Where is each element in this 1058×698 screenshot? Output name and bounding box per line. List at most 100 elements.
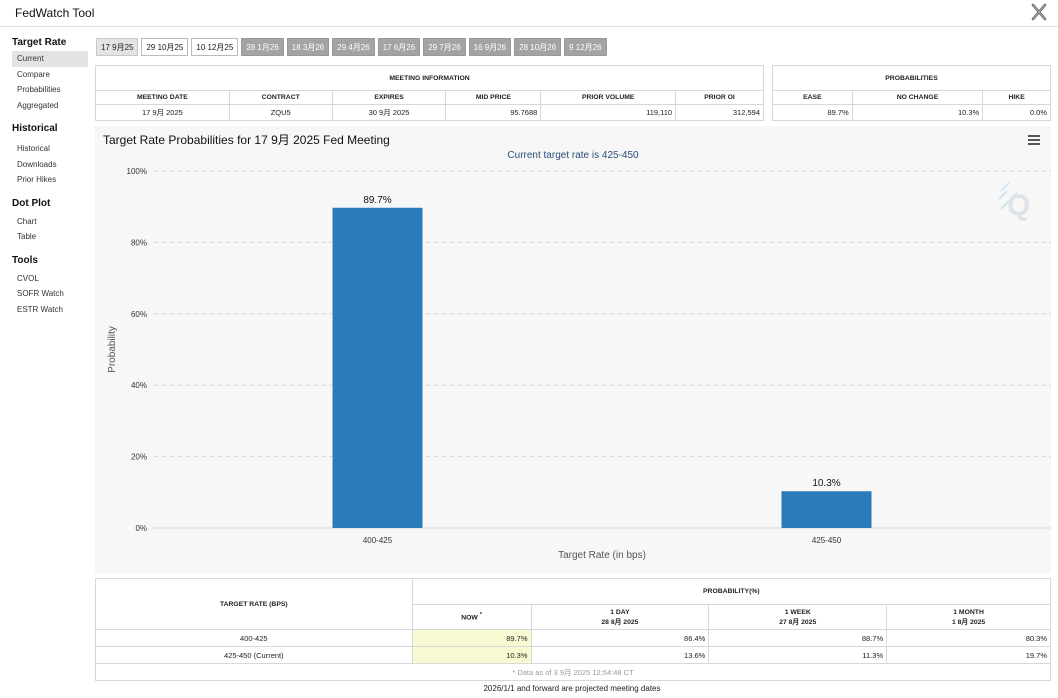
rate-cell: 400-425 — [95, 629, 413, 647]
col-prior-oi: PRIOR OI — [675, 90, 764, 105]
col-prior-volume: PRIOR VOLUME — [540, 90, 677, 105]
sidebar-item-aggregated[interactable]: Aggregated — [17, 100, 59, 110]
bar-value-label: 89.7% — [363, 195, 391, 206]
contract-value: ZQU5 — [228, 104, 333, 121]
sidebar-item-current[interactable]: Current — [12, 51, 88, 67]
table-row: 425-450 (Current) 10.3% 13.6% 11.3% 19.7… — [95, 646, 1051, 664]
y-axis-title: Probability — [107, 326, 118, 373]
sidebar-item-chart[interactable]: Chart — [17, 216, 37, 226]
sidebar: Target Rate Current Compare Probabilitie… — [0, 35, 92, 317]
title-bar: FedWatch Tool — [0, 0, 1058, 27]
week-cell: 88.7% — [708, 629, 888, 647]
chart-title: Target Rate Probabilities for 17 9月 2025… — [103, 133, 390, 147]
chart-subtitle: Current target rate is 425-450 — [507, 150, 639, 161]
data-as-of-note: * Data as of 3 9月 2025 12:54:48 CT — [95, 663, 1051, 681]
chart-panel: Target Rate Probabilities for 17 9月 2025… — [95, 126, 1051, 574]
y-tick-label: 80% — [131, 238, 147, 247]
tab-meeting[interactable]: 29 10月25 — [141, 38, 189, 56]
prior-oi-value: 312,594 — [675, 104, 764, 121]
tab-meeting-projected[interactable]: 16 9月26 — [468, 38, 512, 56]
col-1-week-date: 27 8月 2025 — [779, 618, 817, 626]
tab-meeting-projected[interactable]: 28 10月26 — [514, 38, 562, 56]
col-probability: PROBABILITY(%) — [411, 578, 1052, 605]
sidebar-heading: Dot Plot — [12, 197, 51, 209]
x-tick-label: 400-425 — [363, 536, 393, 545]
meeting-date-tabs: 17 9月25 29 10月25 10 12月25 28 1月26 18 3月2… — [96, 38, 607, 56]
col-now-label: NOW — [461, 614, 478, 622]
col-1-day-date: 28 8月 2025 — [601, 618, 639, 626]
tab-meeting-projected[interactable]: 17 6月26 — [377, 38, 421, 56]
tab-meeting[interactable]: 10 12月25 — [191, 38, 239, 56]
table-row: 400-425 89.7% 86.4% 88.7% 80.3% — [95, 629, 1051, 647]
col-mid-price: MID PRICE — [445, 90, 542, 105]
sidebar-heading: Historical — [12, 123, 58, 134]
footer-note: 2026/1/1 and forward are projected meeti… — [483, 684, 661, 693]
rate-cell: 425-450 (Current) — [95, 646, 413, 664]
sidebar-item-probabilities[interactable]: Probabilities — [17, 85, 61, 94]
chart-menu-icon[interactable] — [1028, 135, 1040, 145]
sidebar-section-dot-plot: Dot Plot Chart Table — [0, 196, 92, 245]
col-1-day: 1 DAY 28 8月 2025 — [530, 604, 710, 630]
tab-meeting-projected[interactable]: 29 7月26 — [423, 38, 466, 56]
y-tick-label: 20% — [131, 453, 147, 462]
sidebar-heading: Target Rate — [12, 37, 67, 48]
sidebar-item-cvol[interactable]: CVOL — [17, 273, 39, 283]
probabilities-title: PROBABILITIES — [772, 65, 1051, 91]
now-cell: 89.7% — [411, 629, 532, 647]
prior-volume-value: 119,110 — [540, 104, 677, 121]
svg-text:Q: Q — [1007, 189, 1030, 222]
week-cell: 11.3% — [708, 646, 888, 664]
bar — [781, 491, 872, 528]
col-1-month-date: 1 8月 2025 — [951, 618, 986, 626]
tab-meeting-projected[interactable]: 28 1月26 — [241, 38, 284, 56]
expires-value: 30 9月 2025 — [331, 104, 447, 121]
tab-meeting-projected[interactable]: 18 3月26 — [286, 38, 330, 56]
col-hike: HIKE — [982, 90, 1051, 105]
bar-chart: Q 0% 20% 40% 60% 80% 100% 89.7% 400-425 10.3% 425… — [107, 167, 1051, 561]
tab-meeting-projected[interactable]: 9 12月26 — [564, 38, 607, 56]
y-tick-label: 40% — [131, 381, 147, 390]
col-1-week: 1 WEEK 27 8月 2025 — [708, 604, 888, 630]
col-now: NOW * — [411, 604, 532, 630]
month-cell: 80.3% — [886, 629, 1051, 647]
col-no-change: NO CHANGE — [851, 90, 984, 105]
x-tick-label: 425-450 — [812, 536, 842, 545]
sidebar-item-sofr-watch[interactable]: SOFR Watch — [17, 289, 64, 298]
meeting-date-value: 17 9月 2025 — [95, 104, 230, 121]
month-cell: 19.7% — [886, 646, 1051, 664]
col-1-week-label: 1 WEEK — [784, 608, 811, 616]
sidebar-section-tools: Tools CVOL SOFR Watch ESTR Watch — [0, 253, 92, 318]
col-meeting-date: MEETING DATE — [95, 90, 230, 105]
probabilities-table: PROBABILITIES EASE NO CHANGE HIKE 89.7% … — [772, 65, 1051, 121]
col-contract: CONTRACT — [228, 90, 333, 105]
bar-value-label: 10.3% — [812, 478, 840, 489]
tab-meeting-projected[interactable]: 29 4月26 — [332, 38, 375, 56]
y-tick-label: 0% — [135, 524, 147, 533]
app-title: FedWatch Tool — [15, 6, 95, 20]
sidebar-item-downloads[interactable]: Downloads — [17, 159, 57, 169]
meeting-info-title: MEETING INFORMATION — [95, 65, 764, 91]
meeting-info-table: MEETING INFORMATION MEETING DATE CONTRAC… — [95, 65, 764, 121]
day-cell: 86.4% — [530, 629, 710, 647]
bar — [332, 207, 423, 528]
day-cell: 13.6% — [530, 646, 710, 664]
cme-q-logo-icon: Q — [998, 182, 1030, 222]
mid-price-value: 95.7688 — [445, 104, 542, 121]
sidebar-item-historical[interactable]: Historical — [17, 144, 50, 153]
sidebar-item-compare[interactable]: Compare — [17, 69, 50, 79]
col-expires: EXPIRES — [331, 90, 447, 105]
y-tick-label: 100% — [127, 167, 147, 176]
ease-value: 89.7% — [772, 104, 853, 121]
hike-value: 0.0% — [982, 104, 1051, 121]
col-1-day-label: 1 DAY — [610, 608, 630, 616]
tab-meeting[interactable]: 17 9月25 — [96, 38, 139, 56]
sidebar-item-estr-watch[interactable]: ESTR Watch — [17, 304, 63, 314]
no-change-value: 10.3% — [851, 104, 984, 121]
sidebar-item-prior-hikes[interactable]: Prior Hikes — [17, 175, 57, 184]
sidebar-section-historical: Historical Historical Downloads Prior Hi… — [0, 121, 92, 188]
x-axis-title: Target Rate (in bps) — [558, 550, 646, 561]
close-icon[interactable] — [1030, 3, 1048, 21]
sidebar-item-table[interactable]: Table — [17, 232, 37, 241]
now-marker: * — [479, 612, 482, 619]
y-tick-label: 60% — [131, 310, 147, 319]
